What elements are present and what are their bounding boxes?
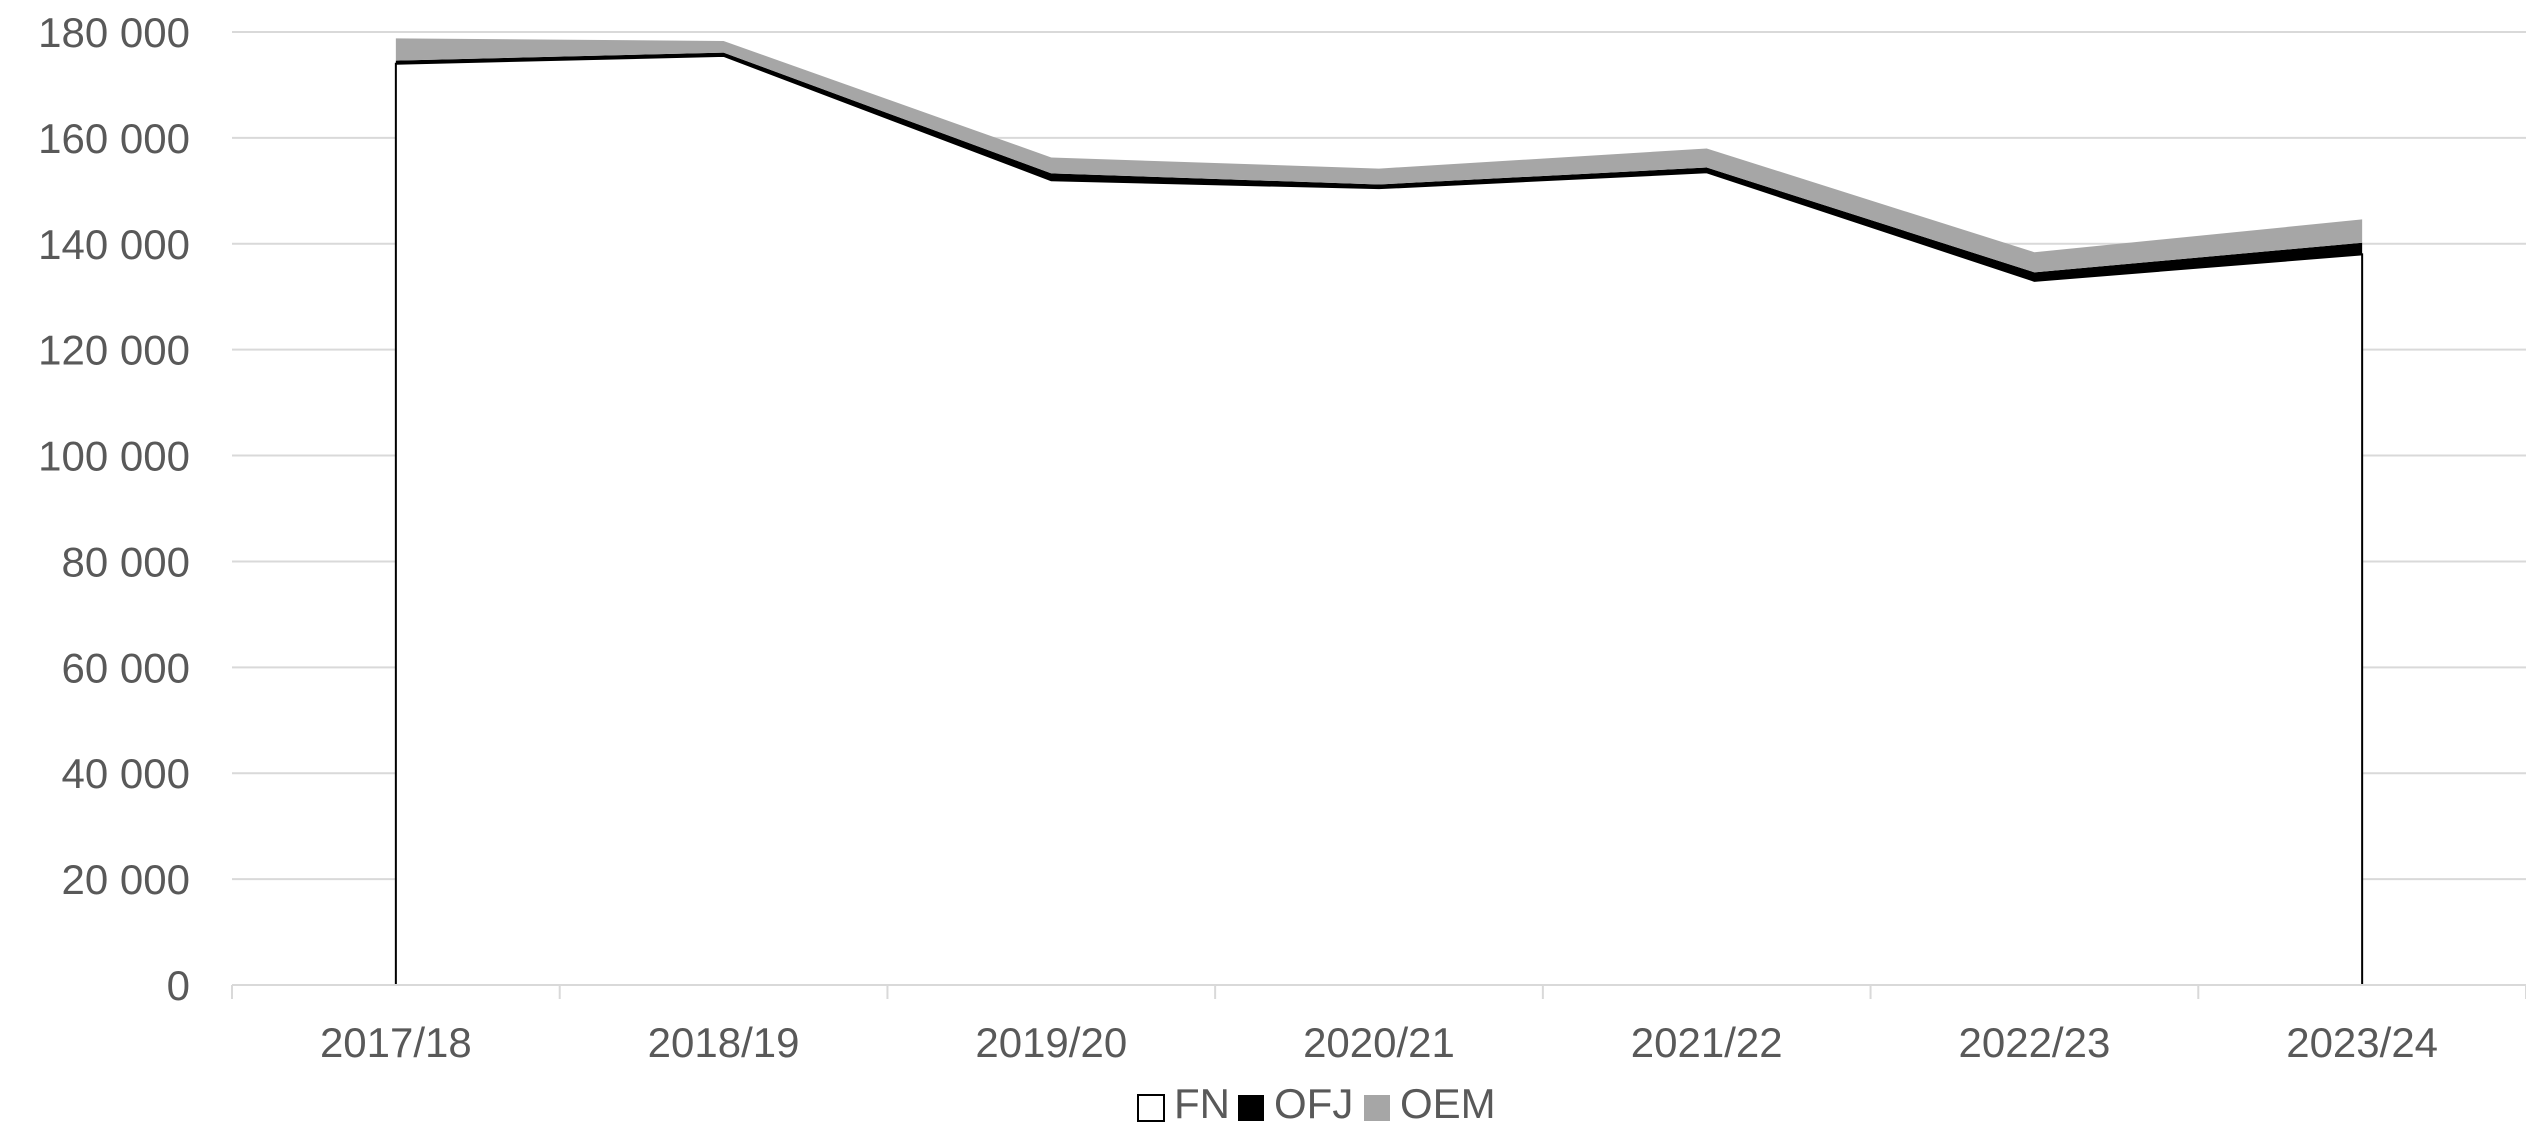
y-tick-labels: 0 20 000 40 000 60 000 80 000 100 000 120 000 1… (38, 9, 190, 1009)
y-tick-label: 160 000 (38, 115, 190, 162)
y-tick-label: 60 000 (62, 644, 190, 691)
x-tick-label: 2019/20 (975, 1019, 1127, 1066)
y-tick-label: 140 000 (38, 221, 190, 268)
y-tick-label: 20 000 (62, 856, 190, 903)
x-tick-label: 2023/24 (2286, 1019, 2438, 1066)
legend-item-oem: OEM (1364, 1080, 1496, 1127)
axes (231, 984, 2526, 999)
x-tick-label: 2021/22 (1631, 1019, 1783, 1066)
area-fn (394, 54, 2364, 986)
area-ofj (395, 52, 2363, 281)
legend-label-fn: FN (1174, 1080, 1230, 1127)
y-tick-label: 80 000 (62, 538, 190, 585)
y-tick-label: 120 000 (38, 327, 190, 374)
y-tick-label: 100 000 (38, 433, 190, 480)
legend: FN OFJ OEM (1137, 1080, 1496, 1127)
legend-item-ofj: OFJ (1238, 1080, 1353, 1127)
x-tick-label: 2017/18 (320, 1019, 472, 1066)
series-areas (394, 38, 2364, 986)
legend-swatch-fn (1137, 1094, 1165, 1122)
legend-label-oem: OEM (1400, 1080, 1496, 1127)
x-tick-label: 2020/21 (1303, 1019, 1455, 1066)
legend-swatch-ofj (1238, 1095, 1264, 1121)
legend-label-ofj: OFJ (1274, 1080, 1353, 1127)
x-tick-label: 2018/19 (648, 1019, 800, 1066)
x-tick-label: 2022/23 (1959, 1019, 2111, 1066)
x-tick-labels: 2017/18 2018/19 2019/20 2020/21 2021/22 2022/… (320, 1019, 2438, 1066)
y-tick-label: 0 (167, 962, 190, 1009)
area-oem (395, 38, 2363, 273)
legend-swatch-oem (1364, 1095, 1390, 1121)
legend-item-fn: FN (1137, 1080, 1230, 1127)
y-tick-label: 40 000 (62, 750, 190, 797)
y-tick-label: 180 000 (38, 9, 190, 56)
